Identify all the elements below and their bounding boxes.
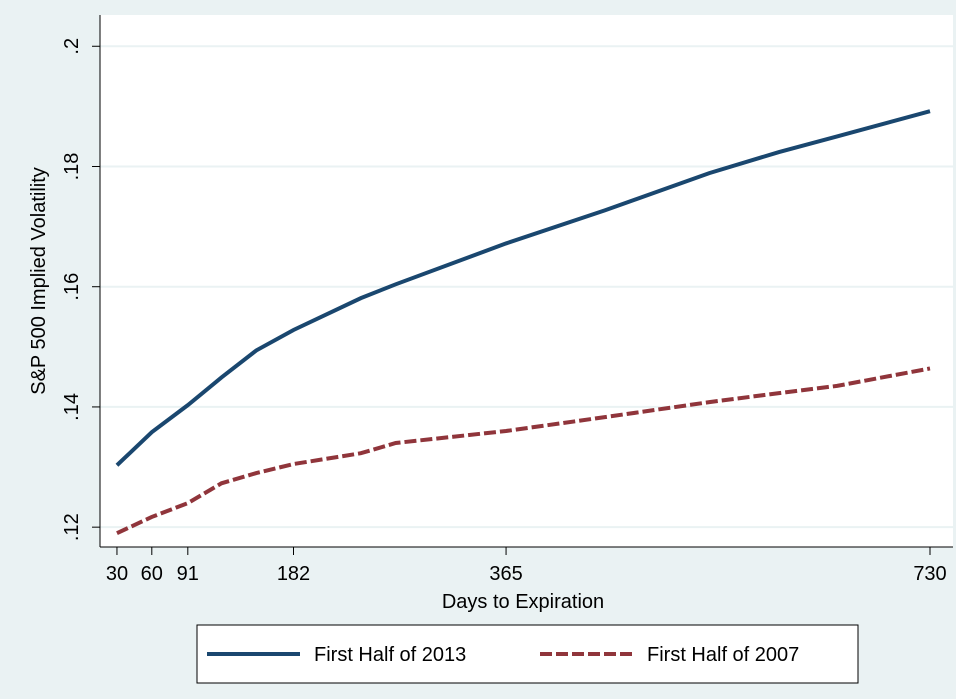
plot-area	[100, 15, 953, 547]
y-tick-label: .16	[61, 273, 83, 301]
y-tick-label: .12	[61, 513, 83, 541]
legend	[196, 624, 859, 684]
y-tick-label: .2	[61, 38, 83, 55]
y-tick-label: .14	[61, 393, 83, 421]
legend-label: First Half of 2013	[314, 644, 466, 666]
legend-label: First Half of 2007	[647, 644, 799, 666]
x-tick-label: 30	[106, 563, 128, 585]
series-line	[115, 109, 931, 467]
x-axis-title: Days to Expiration	[442, 591, 604, 613]
x-tick-label: 730	[913, 563, 946, 585]
x-tick-label: 182	[277, 563, 310, 585]
x-tick-label: 365	[489, 563, 522, 585]
y-axis-title: S&P 500 Implied Volatility	[28, 167, 50, 395]
x-tick-label: 60	[141, 563, 163, 585]
series-line	[116, 366, 931, 535]
y-tick-label: .18	[61, 153, 83, 181]
x-tick-label: 91	[177, 563, 199, 585]
